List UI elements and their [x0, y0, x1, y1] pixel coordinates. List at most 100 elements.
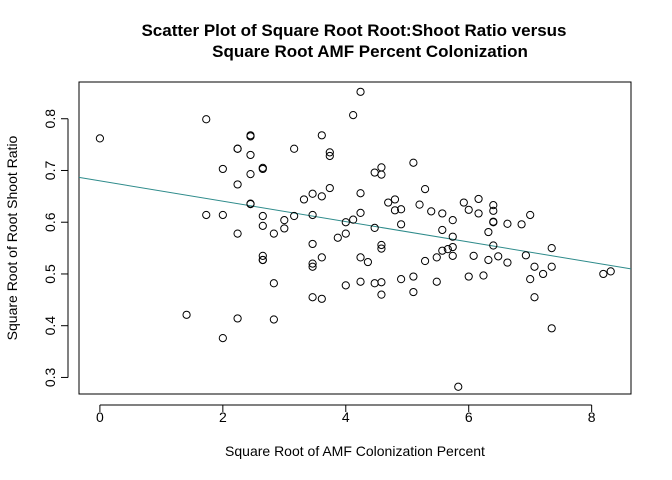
data-point: [377, 244, 386, 253]
data-point: [258, 211, 267, 221]
data-point: [356, 208, 365, 218]
data-point: [308, 293, 317, 302]
data-point: [409, 287, 418, 297]
data-point: [233, 314, 242, 323]
data-point: [182, 310, 191, 319]
data-point: [280, 224, 289, 233]
data-point: [370, 279, 379, 288]
data-point: [494, 252, 503, 261]
data-point: [341, 281, 350, 290]
data-point: [530, 262, 539, 271]
data-point: [390, 206, 400, 215]
x-tick-label: 6: [465, 409, 473, 425]
data-point: [269, 229, 278, 238]
x-tick-label: 0: [96, 409, 104, 425]
data-point: [390, 195, 400, 204]
data-point: [489, 218, 498, 227]
data-point: [448, 216, 457, 225]
data-point: [469, 251, 478, 260]
data-point: [530, 293, 539, 302]
data-point: [290, 211, 299, 221]
data-point: [280, 216, 289, 225]
data-point: [290, 144, 299, 153]
data-point: [308, 239, 317, 249]
data-point: [341, 229, 350, 238]
data-point: [233, 144, 242, 153]
x-axis-title: Square Root of AMF Colonization Percent: [225, 443, 485, 459]
data-point: [432, 277, 441, 286]
data-point: [308, 262, 317, 271]
data-point: [503, 219, 512, 228]
data-point: [420, 185, 430, 194]
data-point: [233, 229, 242, 238]
y-axis: 0.3 0.4 0.5 0.6 0.7 0.8: [42, 109, 69, 387]
data-point: [474, 194, 483, 204]
data-point: [317, 131, 326, 140]
y-tick-label: 0.5: [42, 264, 58, 284]
data-point: [349, 111, 358, 120]
data-point: [409, 158, 418, 167]
chart-title-line-1: Scatter Plot of Square Root Root:Shoot R…: [141, 21, 566, 40]
data-point: [246, 131, 255, 140]
data-point: [479, 271, 488, 280]
data-point: [526, 210, 535, 220]
x-axis: 0 2 4 6 8: [96, 404, 596, 425]
data-point: [420, 256, 430, 266]
data-point: [333, 233, 342, 242]
chart-title-line-2: Square Root AMF Percent Colonization: [212, 42, 528, 61]
plot-area-frame: [78, 81, 632, 395]
data-point: [341, 218, 350, 227]
data-point: [464, 205, 473, 214]
data-point: [438, 225, 447, 235]
data-point: [233, 180, 242, 189]
data-point: [484, 255, 493, 265]
data-point: [448, 242, 457, 252]
points-layer: [95, 87, 615, 391]
data-point: [308, 210, 317, 220]
data-point: [547, 243, 556, 253]
data-point: [95, 134, 104, 143]
data-point: [415, 200, 424, 209]
data-point: [448, 232, 457, 241]
data-point: [363, 257, 373, 267]
data-point: [370, 168, 379, 177]
data-point: [246, 199, 255, 208]
data-point: [438, 246, 447, 255]
data-point: [538, 269, 548, 279]
data-point: [427, 207, 436, 216]
data-point: [377, 163, 386, 172]
data-point: [459, 198, 468, 207]
y-tick-label: 0.4: [42, 316, 58, 336]
data-point: [258, 221, 267, 230]
data-point: [377, 240, 386, 250]
data-point: [409, 272, 418, 281]
data-point: [526, 275, 535, 284]
data-point: [464, 272, 473, 281]
data-point: [448, 251, 457, 260]
data-point: [397, 220, 406, 229]
x-tick-label: 4: [342, 409, 350, 425]
data-point: [397, 275, 406, 284]
data-point: [317, 294, 326, 303]
data-point: [438, 209, 447, 218]
data-point: [503, 258, 512, 267]
data-point: [325, 151, 334, 161]
data-point: [258, 164, 267, 174]
data-point: [370, 223, 379, 233]
data-point: [432, 253, 441, 262]
data-point: [299, 195, 309, 204]
x-tick-label: 2: [219, 409, 227, 425]
data-point: [356, 87, 365, 96]
data-point: [269, 279, 278, 288]
data-point: [521, 251, 530, 260]
data-point: [489, 201, 498, 210]
data-point: [443, 245, 452, 254]
data-point: [377, 170, 386, 179]
data-point: [377, 290, 386, 299]
data-point: [218, 210, 227, 220]
data-point: [325, 148, 334, 157]
y-tick-label: 0.8: [42, 109, 58, 129]
data-point: [606, 267, 615, 276]
data-point: [547, 324, 556, 333]
